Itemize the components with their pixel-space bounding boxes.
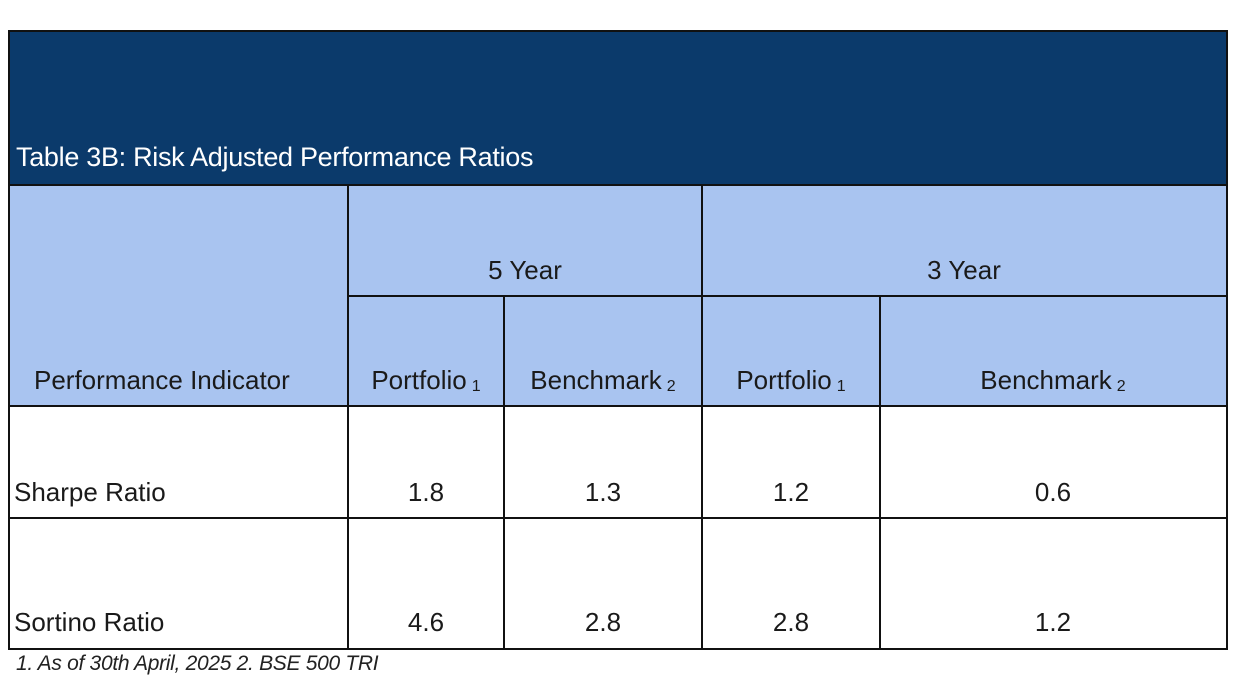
- footnote-ref-1: 1: [471, 378, 481, 395]
- footnote-ref-2: 2: [666, 378, 676, 395]
- header-5y-portfolio: Portfolio 1: [348, 296, 504, 406]
- row-label-sharpe: Sharpe Ratio: [14, 477, 166, 507]
- cell-sortino-5y-portfolio: 4.6: [348, 518, 504, 648]
- header-5y-portfolio-label: Portfolio: [371, 365, 467, 395]
- table-title-bar: Table 3B: Risk Adjusted Performance Rati…: [10, 32, 1226, 186]
- footnote-ref-1: 1: [836, 378, 846, 395]
- header-group-3-year-label: 3 Year: [927, 255, 1001, 285]
- cell-sortino-3y-benchmark: 1.2: [880, 518, 1226, 648]
- cell-sharpe-5y-benchmark: 1.3: [504, 406, 702, 518]
- row-label-sortino: Sortino Ratio: [14, 607, 165, 637]
- header-group-5-year: 5 Year: [348, 186, 702, 296]
- header-3y-benchmark: Benchmark 2: [880, 296, 1226, 406]
- value-sortino-3y-benchmark: 1.2: [1034, 607, 1072, 637]
- header-group-3-year: 3 Year: [702, 186, 1226, 296]
- cell-sortino-3y-portfolio: 2.8: [702, 518, 880, 648]
- table-row-sortino-indicator: Sortino Ratio: [10, 518, 348, 648]
- grid-line-col-3y-split: [879, 296, 881, 648]
- grid-line-row-divider: [10, 517, 1226, 519]
- table-row-sharpe-indicator: Sharpe Ratio: [10, 406, 348, 518]
- value-sharpe-3y-benchmark: 0.6: [1034, 477, 1072, 507]
- performance-ratios-table: Table 3B: Risk Adjusted Performance Rati…: [8, 30, 1228, 650]
- value-sortino-5y-benchmark: 2.8: [584, 607, 622, 637]
- header-5y-benchmark-label: Benchmark: [530, 365, 662, 395]
- grid-line-header-bottom: [10, 405, 1226, 407]
- value-sharpe-5y-benchmark: 1.3: [584, 477, 622, 507]
- header-performance-indicator-label: Performance Indicator: [34, 365, 290, 395]
- grid-line-group-divider: [348, 295, 1226, 297]
- value-sharpe-3y-portfolio: 1.2: [772, 477, 810, 507]
- cell-sharpe-3y-portfolio: 1.2: [702, 406, 880, 518]
- table-title: Table 3B: Risk Adjusted Performance Rati…: [16, 142, 534, 172]
- table-footnote: 1. As of 30th April, 2025 2. BSE 500 TRI: [16, 652, 379, 675]
- value-sortino-5y-portfolio: 4.6: [407, 607, 445, 637]
- cell-sharpe-5y-portfolio: 1.8: [348, 406, 504, 518]
- footnote-ref-2: 2: [1116, 378, 1126, 395]
- header-5y-benchmark: Benchmark 2: [504, 296, 702, 406]
- grid-line-col-indicator: [347, 186, 349, 648]
- cell-sortino-5y-benchmark: 2.8: [504, 518, 702, 648]
- header-3y-portfolio: Portfolio 1: [702, 296, 880, 406]
- grid-line-col-5y-split: [503, 296, 505, 648]
- header-performance-indicator: Performance Indicator: [10, 186, 348, 406]
- cell-sharpe-3y-benchmark: 0.6: [880, 406, 1226, 518]
- header-3y-portfolio-label: Portfolio: [736, 365, 832, 395]
- value-sharpe-5y-portfolio: 1.8: [407, 477, 445, 507]
- header-group-5-year-label: 5 Year: [488, 255, 562, 285]
- grid-line-col-group-split: [701, 186, 703, 648]
- value-sortino-3y-portfolio: 2.8: [772, 607, 810, 637]
- header-3y-benchmark-label: Benchmark: [980, 365, 1112, 395]
